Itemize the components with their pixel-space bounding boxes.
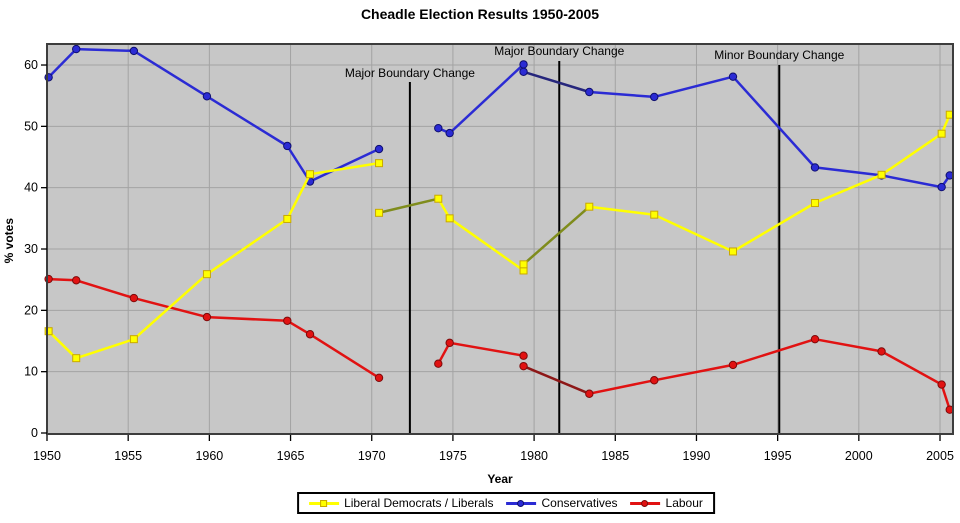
data-point-marker	[72, 276, 81, 285]
series-line	[522, 364, 591, 395]
series-liberal-democrats-liberals	[44, 110, 954, 363]
y-axis-tick-label: 50	[24, 119, 38, 133]
boundary-annotations: Major Boundary Change Major Boundary Chan…	[345, 44, 845, 433]
boundary-change-label: Major Boundary Change	[345, 66, 475, 80]
data-point-marker	[374, 144, 384, 154]
plot-frame	[46, 43, 954, 435]
y-axis-label: % votes	[2, 218, 16, 264]
series-line	[377, 197, 440, 215]
data-point-marker	[375, 159, 384, 168]
x-axis-tick-label: 1960	[195, 449, 223, 463]
axes: 1950 1955 1960 1965 1970 1975 1980 1985 1990 1995…	[24, 58, 954, 463]
data-point-marker	[434, 194, 443, 203]
x-axis-label: Year	[487, 472, 513, 486]
x-axis-tick-label: 2005	[926, 449, 954, 463]
legend-item-libdem: Liberal Democrats / Liberals	[309, 496, 494, 510]
x-axis-tick-label: 1985	[601, 449, 629, 463]
data-point-marker	[650, 92, 659, 102]
y-axis-tick-label: 60	[24, 58, 38, 72]
legend-item-labour: Labour	[630, 496, 703, 510]
legend: Liberal Democrats / Liberals Conservativ…	[297, 492, 715, 514]
data-point-marker	[728, 360, 738, 370]
data-point-marker	[202, 270, 211, 279]
series-labour	[44, 274, 954, 414]
x-axis-tick-label: 1955	[114, 449, 142, 463]
gridlines	[47, 44, 953, 434]
plot-background	[47, 44, 953, 434]
data-point-marker	[434, 123, 443, 133]
data-point-marker	[810, 163, 820, 172]
data-point-marker	[72, 44, 81, 54]
libdem-line-marker-icon	[309, 499, 340, 508]
chart-title: Cheadle Election Results 1950-2005	[360, 6, 600, 22]
legend-item-conservatives: Conservatives	[506, 496, 618, 510]
data-point-marker	[283, 141, 292, 151]
data-point-marker	[728, 247, 737, 256]
y-axis-tick-label: 0	[31, 426, 38, 440]
labour-line-marker-icon	[630, 499, 661, 508]
x-axis-tick-label: 1980	[520, 449, 548, 463]
x-axis-tick-label: 1975	[439, 449, 467, 463]
series-line	[522, 205, 591, 266]
legend-label-conservatives: Conservatives	[541, 496, 618, 510]
data-point-marker	[937, 182, 946, 192]
data-point-marker	[519, 351, 528, 360]
data-point-marker	[202, 92, 212, 101]
y-axis-tick-label: 40	[24, 181, 38, 195]
x-axis-tick-label: 1995	[764, 449, 792, 463]
data-point-marker	[650, 376, 659, 385]
data-point-marker	[810, 199, 819, 208]
data-point-marker	[937, 380, 946, 389]
data-point-marker	[877, 170, 886, 179]
boundary-change-label: Minor Boundary Change	[714, 48, 844, 62]
data-point-marker	[374, 373, 384, 383]
conservatives-line-marker-icon	[506, 499, 537, 508]
data-point-marker	[877, 347, 886, 356]
data-point-marker	[129, 293, 139, 303]
data-point-marker	[810, 334, 820, 344]
y-axis-tick-label: 30	[24, 242, 38, 256]
data-point-marker	[585, 389, 594, 398]
data-point-marker	[519, 60, 528, 69]
data-point-marker	[585, 202, 594, 211]
x-axis-tick-label: 2000	[845, 449, 873, 463]
data-point-marker	[519, 260, 528, 269]
x-axis-tick-label: 1965	[277, 449, 305, 463]
data-point-marker	[585, 87, 594, 97]
data-point-marker	[283, 214, 292, 223]
data-point-marker	[283, 316, 292, 325]
x-axis-tick-label: 1990	[683, 449, 711, 463]
x-axis-tick-label: 1970	[358, 449, 386, 463]
data-point-marker	[519, 67, 528, 76]
data-point-marker	[305, 330, 315, 339]
data-point-marker	[306, 170, 315, 179]
data-point-marker	[44, 327, 53, 336]
legend-label-labour: Labour	[665, 496, 703, 510]
boundary-change-label: Major Boundary Change	[494, 44, 624, 58]
data-point-marker	[937, 129, 946, 138]
y-axis-tick-label: 10	[24, 365, 38, 379]
legend-label-libdem: Liberal Democrats / Liberals	[344, 496, 494, 510]
data-point-marker	[375, 208, 384, 217]
y-axis-tick-label: 20	[24, 303, 38, 317]
data-point-marker	[728, 72, 738, 81]
x-axis-tick-label: 1950	[33, 449, 61, 463]
series-line	[522, 70, 591, 94]
data-point-marker	[650, 210, 659, 219]
data-point-marker	[434, 359, 443, 368]
data-point-marker	[519, 361, 528, 371]
data-point-marker	[129, 46, 139, 56]
data-point-marker	[72, 354, 81, 363]
data-point-marker	[445, 214, 454, 223]
data-point-marker	[445, 338, 454, 348]
data-point-marker	[445, 128, 454, 138]
data-point-marker	[202, 312, 212, 322]
data-point-marker	[129, 335, 138, 344]
